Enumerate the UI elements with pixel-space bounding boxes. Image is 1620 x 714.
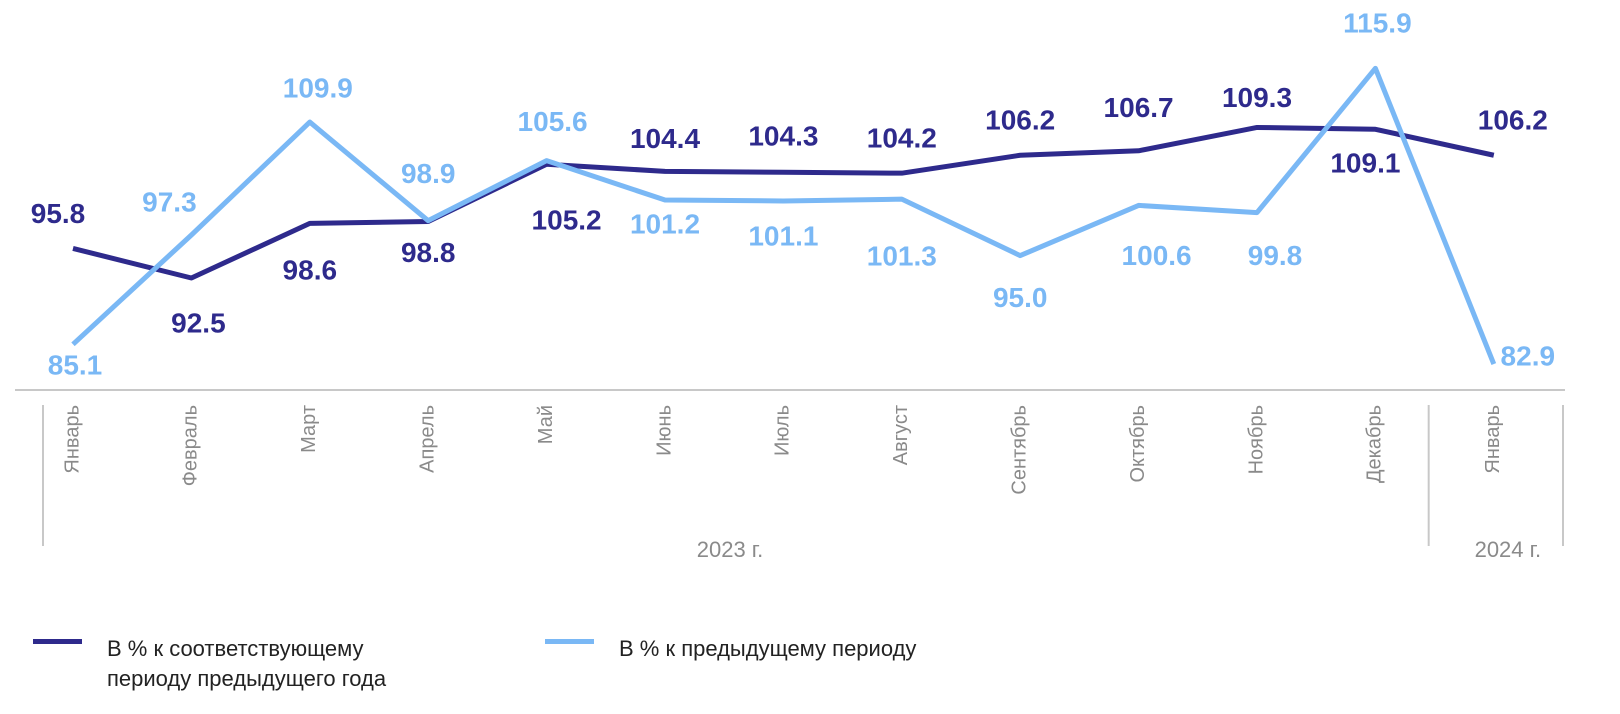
- legend-item: В % к соответствующему периоду предыдуще…: [33, 634, 437, 694]
- x-tick-label: Май: [535, 405, 557, 444]
- data-label: 104.3: [748, 121, 818, 152]
- data-label: 98.9: [401, 158, 456, 189]
- x-tick-label: Сентябрь: [1008, 405, 1030, 495]
- x-tick-label: Ноябрь: [1245, 405, 1267, 474]
- data-label: 105.6: [518, 106, 588, 137]
- data-label: 115.9: [1343, 8, 1412, 39]
- data-label: 101.3: [867, 241, 937, 272]
- series-line: [71, 65, 1497, 365]
- x-tick-label: Декабрь: [1364, 405, 1386, 483]
- data-label: 100.6: [1122, 240, 1192, 271]
- data-label: 104.2: [867, 123, 937, 154]
- data-label: 85.1: [48, 350, 103, 381]
- x-tick-label: Март: [298, 405, 320, 453]
- data-label: 95.0: [993, 282, 1048, 313]
- chart: Январь Февраль Март Апрель Май Июнь Июль Август…: [15, 8, 1565, 562]
- x-tick-label: Апрель: [416, 405, 438, 473]
- legend-label: В % к предыдущему периоду: [619, 636, 917, 661]
- data-label: 106.2: [1478, 105, 1548, 136]
- x-tick-label: Июнь: [653, 405, 675, 456]
- data-label: 92.5: [171, 307, 226, 338]
- group-label: 2024 г.: [1475, 537, 1542, 562]
- legend-swatch: [545, 639, 594, 644]
- data-label: 101.2: [630, 208, 700, 239]
- data-label: 109.1: [1330, 148, 1400, 179]
- data-label: 106.7: [1104, 92, 1174, 123]
- data-label: 109.9: [283, 72, 353, 103]
- data-label: 99.8: [1248, 240, 1303, 271]
- x-tick-label: Октябрь: [1127, 405, 1149, 483]
- data-label: 105.2: [532, 205, 602, 236]
- x-tick-label: Февраль: [180, 405, 202, 486]
- x-tick-label: Январь: [1482, 405, 1504, 474]
- x-tick-label: Июль: [772, 405, 794, 456]
- data-label: 109.3: [1222, 82, 1292, 113]
- data-label: 95.8: [31, 198, 86, 229]
- group-label: 2023 г.: [697, 537, 764, 562]
- data-label: 97.3: [142, 186, 197, 217]
- data-label: 101.1: [748, 220, 818, 251]
- legend-swatch: [33, 639, 82, 644]
- data-label: 104.4: [630, 123, 700, 154]
- data-label: 82.9: [1501, 340, 1556, 371]
- data-label: 98.6: [283, 255, 338, 286]
- legend-item: В % к предыдущему периоду: [545, 634, 916, 664]
- data-label: 106.2: [985, 105, 1055, 136]
- series-line: [72, 124, 1495, 281]
- x-tick-label: Август: [890, 405, 912, 465]
- legend-label: В % к соответствующему периоду предыдуще…: [107, 636, 387, 691]
- x-tick-label: Январь: [61, 405, 83, 474]
- data-label: 98.8: [401, 237, 456, 268]
